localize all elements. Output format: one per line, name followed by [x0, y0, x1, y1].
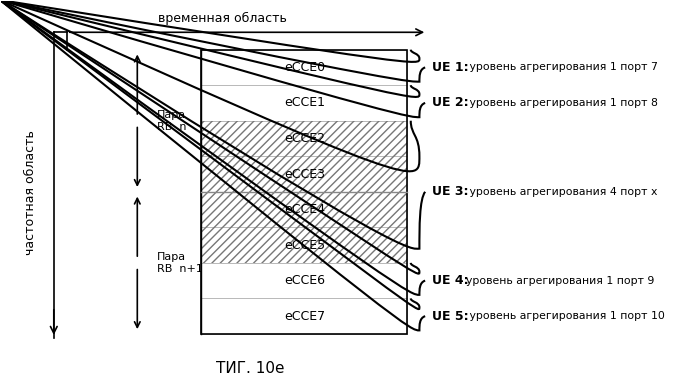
Text: UE 2:: UE 2:: [432, 96, 468, 109]
Bar: [201, 227, 408, 263]
Text: ΤИГ. 10e: ΤИГ. 10e: [216, 361, 284, 376]
Bar: [201, 156, 408, 192]
Text: UE 3:: UE 3:: [432, 185, 468, 198]
Text: eCCE1: eCCE1: [284, 96, 325, 109]
Text: Пара
RB  n: Пара RB n: [157, 110, 187, 131]
Text: UE 1:: UE 1:: [432, 61, 468, 74]
Text: eCCE2: eCCE2: [284, 132, 325, 145]
Text: eCCE0: eCCE0: [284, 61, 325, 74]
Bar: [201, 227, 408, 263]
Text: UE 5:: UE 5:: [432, 310, 468, 322]
Text: частотная область: частотная область: [24, 130, 37, 255]
Text: уровень агрегирования 4 порт x: уровень агрегирования 4 порт x: [466, 187, 657, 197]
Text: временная область: временная область: [158, 12, 287, 25]
Text: уровень агрегирования 1 порт 9: уровень агрегирования 1 порт 9: [466, 276, 654, 286]
Bar: [201, 156, 408, 192]
Bar: [201, 192, 408, 227]
Text: eCCE5: eCCE5: [284, 238, 325, 252]
Text: уровень агрегирования 1 порт 10: уровень агрегирования 1 порт 10: [466, 311, 665, 321]
Bar: [201, 50, 408, 85]
Bar: [201, 298, 408, 334]
Bar: [201, 50, 408, 334]
Text: уровень агрегирования 1 порт 7: уровень агрегирования 1 порт 7: [466, 62, 658, 72]
Text: уровень агрегирования 1 порт 8: уровень агрегирования 1 порт 8: [466, 98, 658, 108]
Text: eCCE3: eCCE3: [284, 168, 325, 180]
Text: eCCE7: eCCE7: [284, 310, 325, 322]
Bar: [201, 85, 408, 121]
Bar: [201, 121, 408, 156]
Bar: [201, 121, 408, 156]
Text: eCCE6: eCCE6: [284, 274, 325, 287]
Bar: [201, 263, 408, 298]
Text: eCCE4: eCCE4: [284, 203, 325, 216]
Text: UE 4:: UE 4:: [432, 274, 468, 287]
Text: Пара
RB  n+1: Пара RB n+1: [157, 252, 203, 273]
Bar: [201, 192, 408, 227]
